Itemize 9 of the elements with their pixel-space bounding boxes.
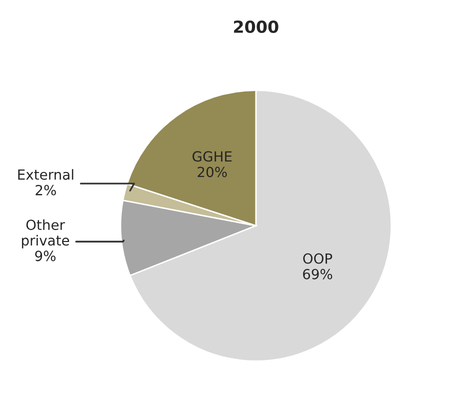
slice-label: OOP [303, 253, 332, 264]
slice-label: External [18, 169, 74, 180]
data-label: 69% [303, 268, 332, 280]
chart-title: 2000 [234, 20, 278, 34]
data-label: 9% [35, 250, 56, 262]
slice-label: Other private [22, 219, 70, 248]
data-label: 2% [36, 184, 56, 196]
data-label: 20% [198, 166, 227, 178]
slice-label: GGHE [192, 151, 232, 162]
